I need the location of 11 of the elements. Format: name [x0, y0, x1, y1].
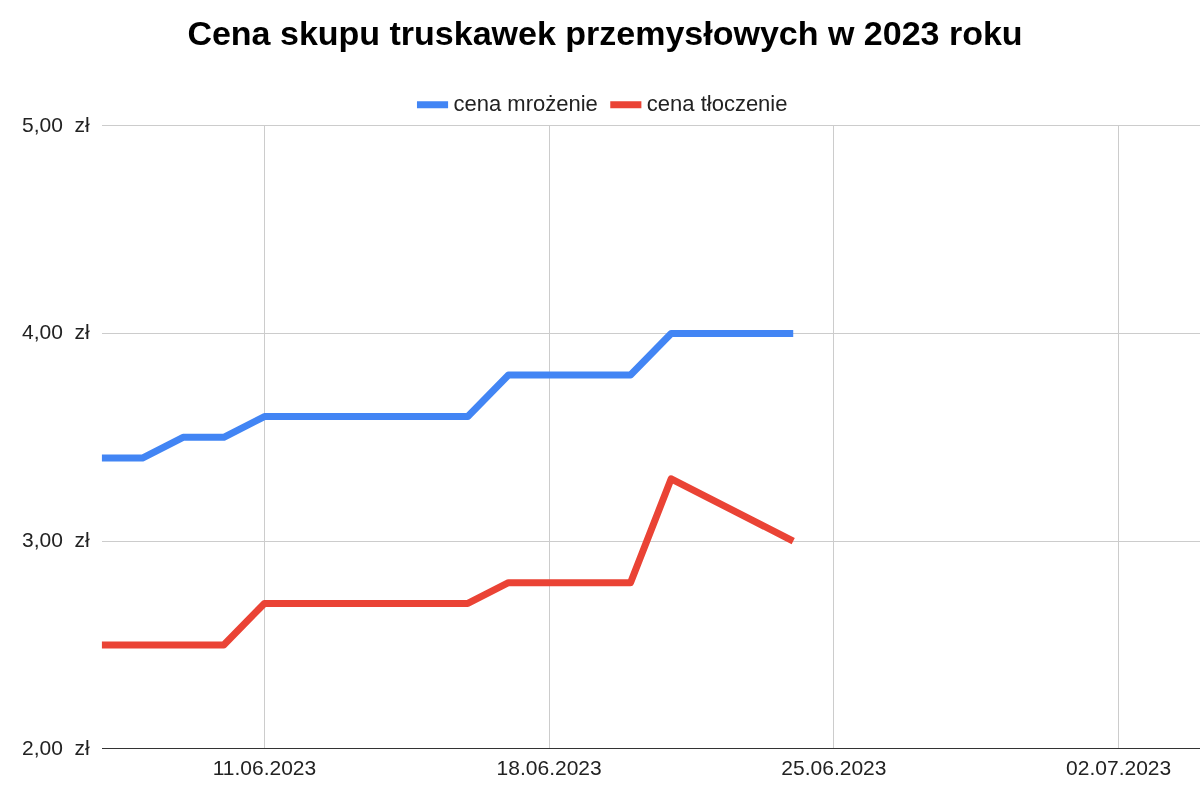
y-tick-label: 5,00 zł — [21, 112, 91, 136]
x-tick-label: 11.06.2023 — [212, 756, 317, 780]
chart-title: Cena skupu truskawek przemysłowych w 2023 roku — [187, 13, 1023, 52]
y-tick-label: 4,00 zł — [21, 320, 91, 344]
legend-label: cena tłoczenie — [646, 90, 788, 116]
x-tick-label: 25.06.2023 — [781, 756, 887, 780]
x-tick-label: 18.06.2023 — [496, 756, 602, 780]
y-tick-label: 2,00 zł — [21, 735, 91, 759]
x-tick-label: 02.07.2023 — [1066, 756, 1172, 780]
legend-label: cena mrożenie — [453, 90, 598, 116]
y-tick-label: 3,00 zł — [21, 527, 91, 551]
